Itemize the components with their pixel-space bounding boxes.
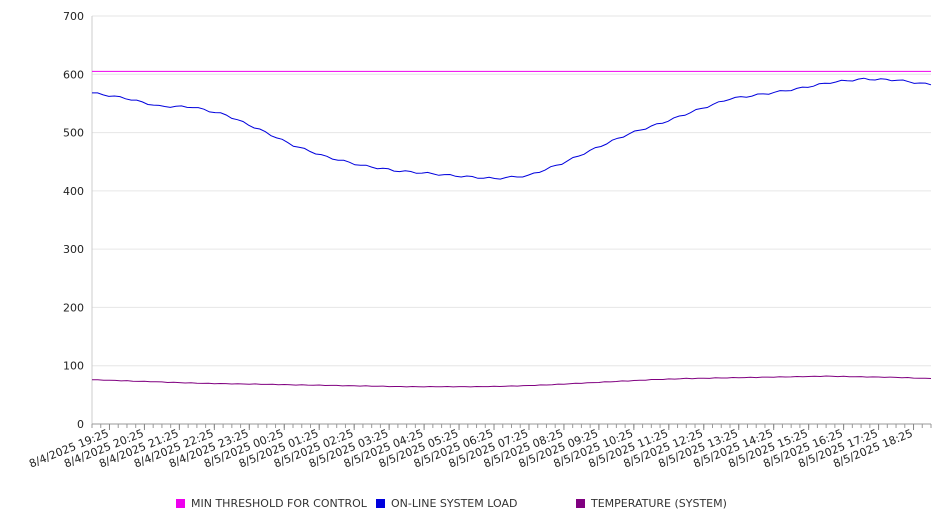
legend-swatch-system-load	[376, 499, 385, 508]
y-tick-label: 400	[63, 185, 84, 198]
legend-item-min-threshold[interactable]: MIN THRESHOLD FOR CONTROL	[176, 497, 367, 510]
y-tick-label: 600	[63, 68, 84, 81]
series-line-1	[92, 77, 932, 180]
legend-item-temperature[interactable]: TEMPERATURE (SYSTEM)	[576, 497, 727, 510]
x-axis-ticks: 8/4/2025 19:258/4/2025 20:258/4/2025 21:…	[27, 427, 914, 471]
grid-lines	[92, 15, 931, 367]
series-lines	[92, 70, 932, 388]
y-tick-label: 0	[77, 418, 84, 431]
legend-swatch-temperature	[576, 499, 585, 508]
legend-swatch-min-threshold	[176, 499, 185, 508]
y-tick-label: 300	[63, 243, 84, 256]
legend-label-min-threshold: MIN THRESHOLD FOR CONTROL	[191, 497, 367, 510]
legend-label-system-load: ON-LINE SYSTEM LOAD	[391, 497, 518, 510]
legend-label-temperature: TEMPERATURE (SYSTEM)	[591, 497, 727, 510]
y-tick-label: 100	[63, 360, 84, 373]
y-axis-ticks: 0 100 200 300 400 500 600 700	[63, 10, 84, 431]
legend: MIN THRESHOLD FOR CONTROL ON-LINE SYSTEM…	[0, 497, 946, 515]
y-tick-label: 700	[63, 10, 84, 23]
y-tick-label: 200	[63, 301, 84, 314]
series-line-2	[92, 375, 932, 388]
legend-item-system-load[interactable]: ON-LINE SYSTEM LOAD	[376, 497, 517, 510]
y-tick-label: 500	[63, 127, 84, 140]
axes	[91, 16, 932, 430]
